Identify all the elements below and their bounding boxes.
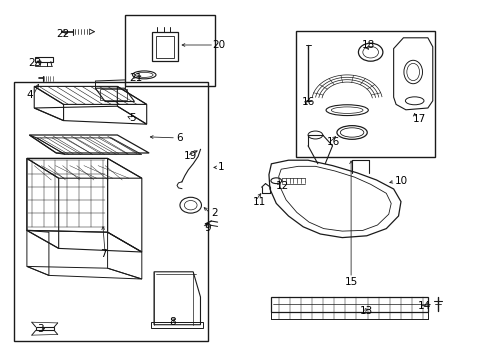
Text: 4: 4 — [27, 90, 34, 100]
Text: 16: 16 — [326, 137, 339, 147]
Text: 5: 5 — [129, 113, 136, 123]
Text: 21: 21 — [129, 73, 142, 84]
Bar — [155, 36, 174, 58]
Text: 9: 9 — [204, 222, 211, 233]
Bar — [124, 15, 215, 86]
Bar — [150, 322, 203, 328]
Text: 1: 1 — [217, 162, 224, 172]
Text: 6: 6 — [176, 133, 183, 143]
Text: 12: 12 — [276, 181, 289, 192]
Text: 14: 14 — [417, 301, 430, 311]
Text: 10: 10 — [394, 176, 407, 186]
Text: 17: 17 — [412, 114, 426, 124]
Text: 19: 19 — [183, 150, 196, 161]
Text: 7: 7 — [100, 249, 107, 259]
Text: 22: 22 — [56, 29, 69, 39]
Text: 20: 20 — [212, 40, 225, 50]
Text: 23: 23 — [28, 58, 41, 68]
Bar — [295, 31, 434, 157]
Text: 18: 18 — [361, 40, 374, 50]
Bar — [14, 82, 207, 341]
Text: 3: 3 — [37, 324, 43, 334]
Text: 2: 2 — [211, 208, 218, 218]
Bar — [100, 89, 127, 100]
Text: 8: 8 — [169, 317, 176, 327]
Text: 13: 13 — [359, 306, 372, 316]
Text: 11: 11 — [253, 197, 266, 207]
Text: 15: 15 — [344, 276, 357, 287]
Text: 16: 16 — [302, 96, 315, 107]
